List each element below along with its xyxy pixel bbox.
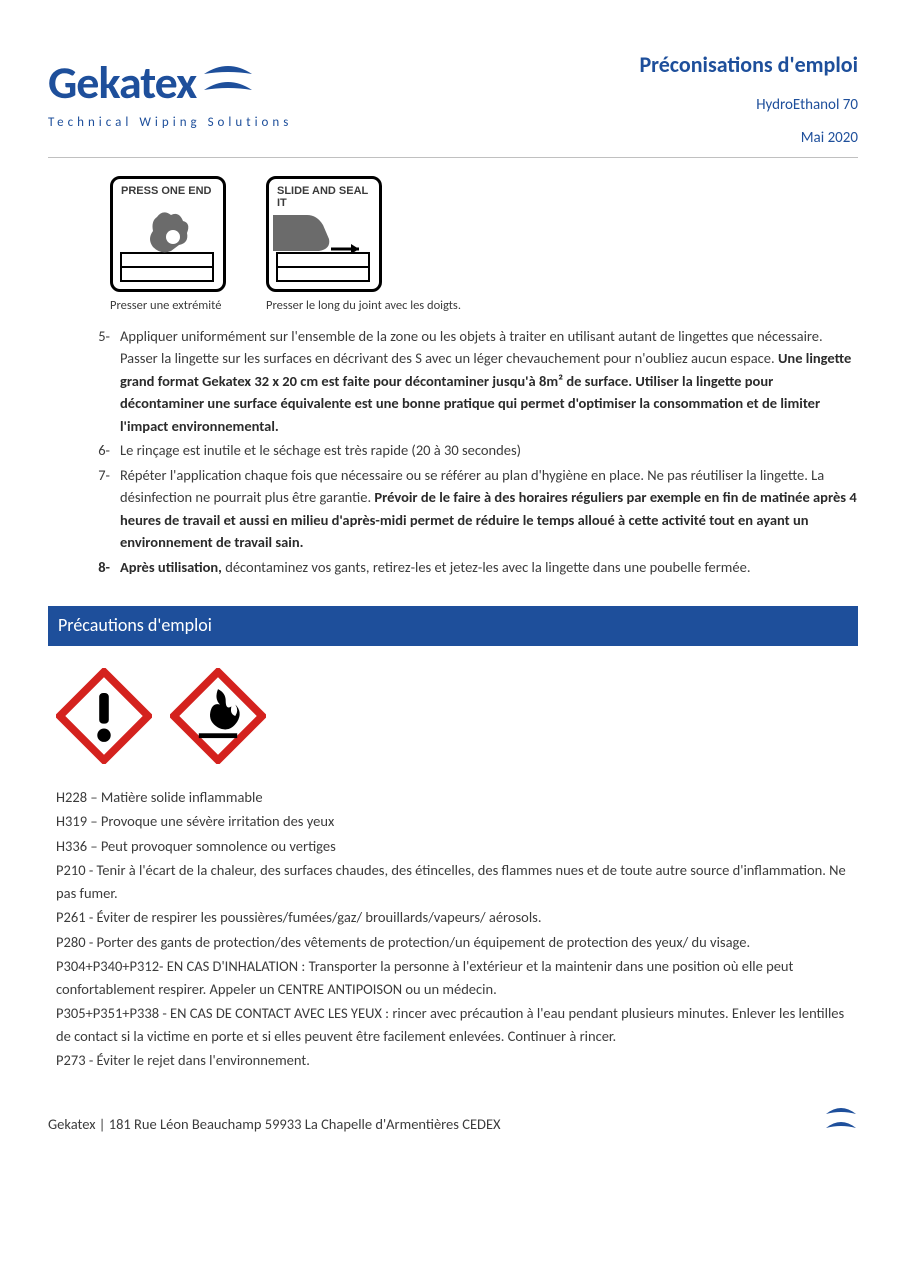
- statement-line: P305+P351+P338 - EN CAS DE CONTACT AVEC …: [56, 1002, 858, 1047]
- footer-address: Gekatex | 181 Rue Léon Beauchamp 59933 L…: [48, 1113, 501, 1135]
- statement-line: H336 – Peut provoquer somnolence ou vert…: [56, 835, 858, 857]
- logo-swoosh-icon: [202, 64, 254, 104]
- page-footer: Gekatex | 181 Rue Léon Beauchamp 59933 L…: [48, 1106, 858, 1136]
- statement-line: H228 – Matière solide inflammable: [56, 786, 858, 808]
- footer-swoosh-icon: [824, 1106, 858, 1136]
- statement-line: P304+P340+P312- EN CAS D'INHALATION : Tr…: [56, 955, 858, 1000]
- statement-line: P261 - Éviter de respirer les poussières…: [56, 906, 858, 928]
- step-7: 7- Répéter l'application chaque fois que…: [92, 464, 858, 554]
- step-number: 5-: [92, 325, 110, 437]
- step-8: 8- Après utilisation, décontaminez vos g…: [92, 556, 858, 578]
- slide-seal-graphic-icon: [273, 207, 373, 287]
- step-text: Appliquer uniformément sur l'ensemble de…: [120, 327, 823, 367]
- illustration-title: PRESS ONE END: [121, 185, 215, 197]
- statement-line: P210 - Tenir à l'écart de la chaleur, de…: [56, 859, 858, 904]
- step-text: décontaminez vos gants, retirez-les et j…: [225, 558, 750, 576]
- step-6: 6- Le rinçage est inutile et le séchage …: [92, 439, 858, 461]
- document-date: Mai 2020: [639, 127, 858, 150]
- illustration-row: PRESS ONE END Presser une extrémité SLID…: [110, 176, 858, 315]
- section-heading-precautions: Précautions d'emploi: [48, 606, 858, 646]
- step-number: 6-: [92, 439, 110, 461]
- illustration-slide-seal: SLIDE AND SEAL IT Presser le long du joi…: [266, 176, 461, 315]
- step-text-bold: Après utilisation,: [120, 558, 225, 576]
- step-text: Le rinçage est inutile et le séchage est…: [120, 441, 521, 459]
- logo-tagline: Technical Wiping Solutions: [48, 113, 292, 133]
- step-body: Appliquer uniformément sur l'ensemble de…: [120, 325, 858, 437]
- illustration-caption: Presser le long du joint avec les doigts…: [266, 296, 461, 315]
- step-5: 5- Appliquer uniformément sur l'ensemble…: [92, 325, 858, 437]
- illustration-title: SLIDE AND SEAL IT: [277, 185, 371, 209]
- header-right: Préconisations d'emploi HydroEthanol 70 …: [639, 48, 858, 151]
- press-end-graphic-icon: [117, 207, 217, 287]
- hazard-pictogram-row: [56, 668, 858, 764]
- statement-line: H319 – Provoque une sévère irritation de…: [56, 810, 858, 832]
- hazard-flammable-icon: [170, 668, 266, 764]
- step-body: Répéter l'application chaque fois que né…: [120, 464, 858, 554]
- step-number: 7-: [92, 464, 110, 554]
- illustration-caption: Presser une extrémité: [110, 296, 221, 315]
- hazard-statements: H228 – Matière solide inflammable H319 –…: [56, 786, 858, 1072]
- document-header: Gekatex Technical Wiping Solutions Préco…: [48, 48, 858, 158]
- logo-block: Gekatex Technical Wiping Solutions: [48, 48, 292, 133]
- step-body: Après utilisation, décontaminez vos gant…: [120, 556, 858, 578]
- document-subtitle: HydroEthanol 70: [639, 94, 858, 117]
- hazard-exclamation-icon: [56, 668, 152, 764]
- statement-line: P280 - Porter des gants de protection/de…: [56, 931, 858, 953]
- document-title: Préconisations d'emploi: [639, 48, 858, 82]
- step-body: Le rinçage est inutile et le séchage est…: [120, 439, 858, 461]
- logo-name: Gekatex: [48, 48, 196, 119]
- steps-list: 5- Appliquer uniformément sur l'ensemble…: [92, 325, 858, 578]
- statement-line: P273 - Éviter le rejet dans l'environnem…: [56, 1049, 858, 1071]
- illustration-press-end: PRESS ONE END Presser une extrémité: [110, 176, 226, 315]
- step-number: 8-: [92, 556, 110, 578]
